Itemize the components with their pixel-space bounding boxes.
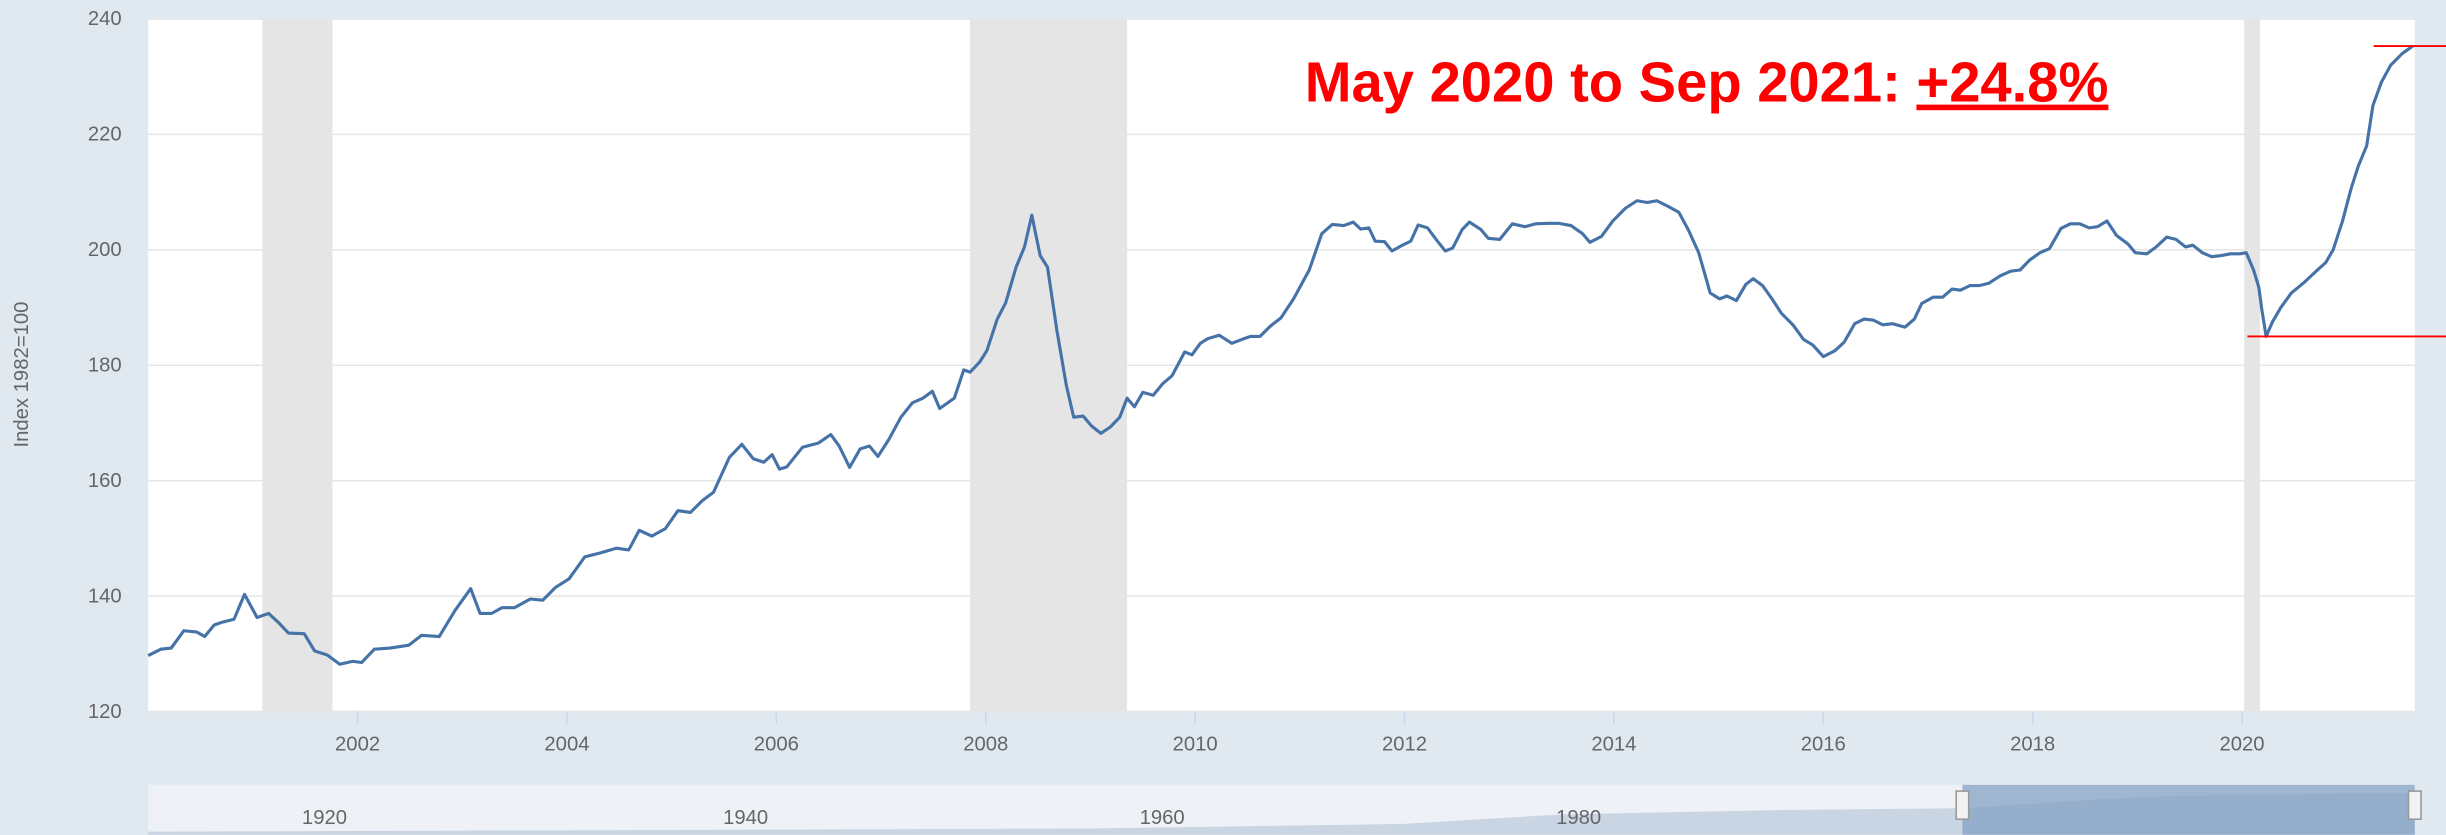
y-tick-label: 120 — [88, 701, 122, 723]
y-tick-label: 240 — [88, 8, 122, 30]
navigator-handle[interactable] — [1955, 790, 1970, 820]
x-tick-label: 2016 — [1801, 734, 1846, 756]
series-line — [147, 44, 2414, 666]
navigator-label: 1940 — [723, 807, 768, 829]
navigator-label: 1960 — [1140, 807, 1185, 829]
x-tick-label: 2012 — [1382, 734, 1427, 756]
grid: 120 140 160 180 200 220 240 2002 2004 2006 2008 201… — [88, 8, 2415, 756]
annotation: May 2020 to Sep 2021: +24.8% — [1305, 51, 2109, 114]
y-tick-label: 200 — [88, 239, 122, 261]
x-tick-label: 2020 — [2220, 734, 2265, 756]
navigator-label: 1920 — [302, 807, 347, 829]
navigator-label: 1980 — [1556, 807, 1601, 829]
x-tick-label: 2018 — [2010, 734, 2055, 756]
navigator: 1920 1940 1960 1980 — [148, 784, 2422, 835]
x-tick-label: 2004 — [544, 734, 589, 756]
annotation-change: +24.8% — [1916, 51, 2108, 114]
series — [147, 44, 2446, 666]
navigator-handle[interactable] — [2407, 790, 2422, 820]
x-tick-label: 2008 — [963, 734, 1008, 756]
annotation-text: May 2020 to Sep 2021: — [1305, 51, 1901, 114]
y-tick-label: 180 — [88, 354, 122, 376]
x-tick-label: 2010 — [1173, 734, 1218, 756]
navigator-selection — [1962, 784, 2415, 835]
navigator-area — [148, 792, 2415, 835]
y-tick-label: 220 — [88, 124, 122, 146]
y-axis-label: Index 1982=100 — [11, 302, 33, 448]
y-tick-label: 160 — [88, 470, 122, 492]
x-tick-label: 2014 — [1591, 734, 1636, 756]
y-tick-label: 140 — [88, 585, 122, 607]
x-tick-label: 2002 — [335, 734, 380, 756]
x-tick-label: 2006 — [754, 734, 799, 756]
